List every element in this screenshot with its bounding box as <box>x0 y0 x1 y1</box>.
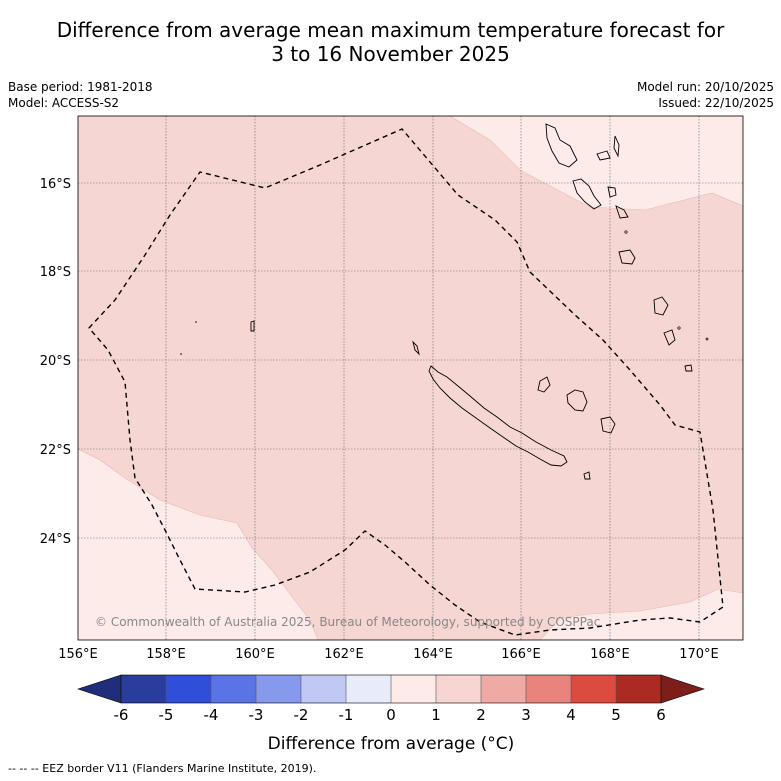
colorbar-tick-label: -3 <box>249 706 264 724</box>
colorbar-under-arrow <box>77 674 122 704</box>
colorbar-tick-label: 0 <box>386 706 396 724</box>
colorbar-segment <box>301 675 347 703</box>
eez-border <box>88 128 724 636</box>
coastline-tanna <box>663 329 676 346</box>
colorbar-segment <box>346 675 392 703</box>
coastline-islet-d <box>705 337 709 341</box>
coastline-islet-a <box>412 340 420 356</box>
map-frame <box>77 115 744 641</box>
colorbar-segment <box>121 675 167 703</box>
x-tick-158e: 158°E <box>146 647 186 662</box>
coastline-efate <box>618 249 636 265</box>
y-tick-16s: 16°S <box>40 177 71 192</box>
colorbar-tick-label: 2 <box>476 706 486 724</box>
colorbar-tick-label: -4 <box>204 706 219 724</box>
x-tick-168e: 168°E <box>590 647 630 662</box>
colorbar-segment <box>256 675 302 703</box>
issued-date: Issued: 22/10/2025 <box>658 96 774 110</box>
y-tick-22s: 22°S <box>40 443 71 458</box>
eez-footnote: -- -- -- EEZ border V11 (Flanders Marine… <box>8 762 317 775</box>
coastline-islet-f <box>195 321 197 323</box>
coastline-pentecost <box>613 135 620 158</box>
anomaly-region-top-right <box>449 116 743 211</box>
coastline-malekula <box>572 178 602 210</box>
meta-left: Base period: 1981-2018 Model: ACCESS-S2 <box>8 79 153 111</box>
colorbar-over-arrow <box>660 674 705 704</box>
meta-right: Model run: 20/10/2025 Issued: 22/10/2025 <box>637 79 774 111</box>
colorbar-tick-label: -2 <box>294 706 309 724</box>
title-line-2: 3 to 16 November 2025 <box>271 42 510 66</box>
copyright-note: © Commonwealth of Australia 2025, Bureau… <box>95 615 600 629</box>
colorbar-tick-label: 3 <box>521 706 531 724</box>
model-name: Model: ACCESS-S2 <box>8 96 120 110</box>
coastline-ambrym <box>607 186 617 198</box>
anomaly-region-bottom-left <box>78 448 319 640</box>
y-tick-20s: 20°S <box>40 354 71 369</box>
colorbar-segment <box>436 675 482 703</box>
coastline-mare <box>600 416 616 434</box>
colorbar-segments <box>121 675 662 703</box>
colorbar-segment <box>571 675 617 703</box>
coastline-islet-c <box>677 326 681 330</box>
x-axis-labels: 156°E 158°E 160°E 162°E 164°E 166°E 168°… <box>58 647 719 662</box>
colorbar-tick-label: 4 <box>566 706 576 724</box>
coastline-espiritu-santo <box>545 123 578 168</box>
x-tick-170e: 170°E <box>679 647 719 662</box>
x-tick-164e: 164°E <box>413 647 453 662</box>
colorbar-outline <box>120 674 662 704</box>
coastline-epi <box>615 205 629 219</box>
colorbar-segment <box>481 675 527 703</box>
coastline-aneityum <box>684 364 693 372</box>
y-tick-24s: 24°S <box>40 532 71 547</box>
colorbar-segment <box>166 675 212 703</box>
colorbar: -6 -5 -4 -3 -2 -1 0 1 2 3 4 5 6 Difference from aver… <box>77 674 705 754</box>
x-tick-160e: 160°E <box>235 647 275 662</box>
map-panel: © Commonwealth of Australia 2025, Bureau… <box>78 116 743 640</box>
x-tick-162e: 162°E <box>324 647 364 662</box>
title-line-1: Difference from average mean maximum tem… <box>56 18 725 42</box>
colorbar-tick-label: 5 <box>611 706 621 724</box>
model-run: Model run: 20/10/2025 <box>636 80 774 94</box>
coastline-ouvea <box>537 376 551 393</box>
colorbar-segment <box>616 675 662 703</box>
x-tick-166e: 166°E <box>501 647 541 662</box>
coastline-chesterfield <box>250 320 255 332</box>
colorbar-segment <box>391 675 437 703</box>
colorbar-segment <box>211 675 257 703</box>
colorbar-tick-label: -6 <box>114 706 129 724</box>
colorbar-tick-label: 1 <box>431 706 441 724</box>
coastline-lifou <box>566 389 588 412</box>
coastline-islet-e <box>180 353 182 355</box>
colorbar-tick-label: 6 <box>656 706 666 724</box>
coastline-erromango <box>653 296 669 316</box>
y-axis-labels: 16°S 18°S 20°S 22°S 24°S <box>40 177 71 547</box>
coastline-maewo <box>596 150 611 161</box>
colorbar-tick-label: -5 <box>159 706 174 724</box>
colorbar-ticks: -6 -5 -4 -3 -2 -1 0 1 2 3 4 5 6 <box>114 675 666 724</box>
colorbar-tick-label: -1 <box>339 706 354 724</box>
coastline-isle-of-pines <box>583 471 591 480</box>
coastline-islet-b <box>624 230 628 234</box>
colorbar-segment <box>526 675 572 703</box>
colorbar-title: Difference from average (°C) <box>268 734 515 754</box>
chart-title: Difference from average mean maximum tem… <box>0 18 781 66</box>
y-tick-18s: 18°S <box>40 265 71 280</box>
x-tick-156e: 156°E <box>58 647 98 662</box>
base-period: Base period: 1981-2018 <box>8 80 153 94</box>
coastline-new-caledonia <box>428 365 568 467</box>
